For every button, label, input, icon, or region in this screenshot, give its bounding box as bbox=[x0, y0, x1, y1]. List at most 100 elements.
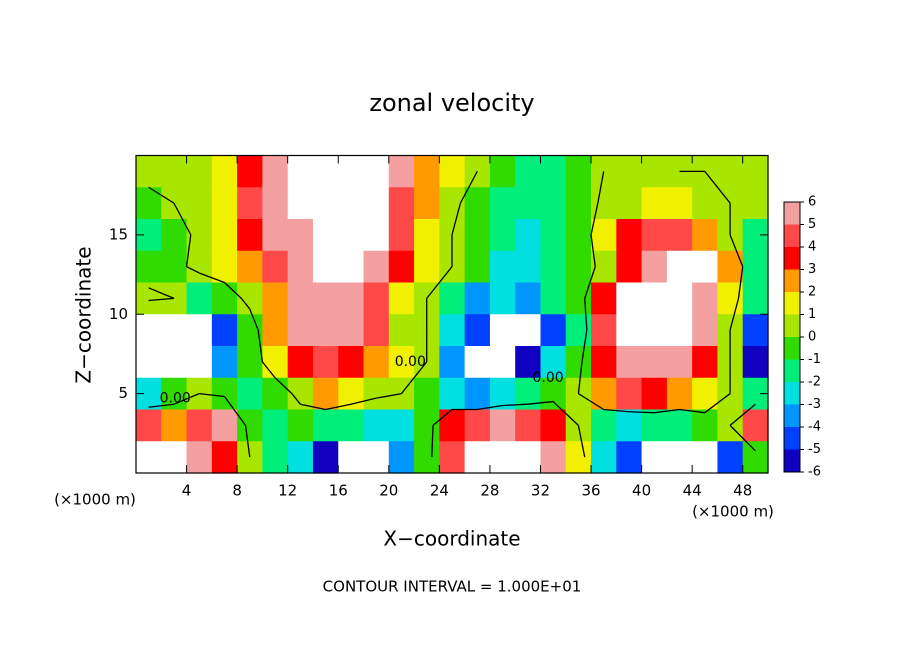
x-tick-label: 20 bbox=[379, 482, 398, 500]
field-cell bbox=[565, 282, 592, 315]
field-cell bbox=[616, 282, 643, 315]
colorbar-label: -5 bbox=[808, 442, 821, 457]
field-cell bbox=[439, 441, 466, 474]
field bbox=[136, 155, 769, 474]
zero-contour bbox=[584, 298, 588, 331]
zero-contour bbox=[249, 308, 259, 331]
field-cell bbox=[211, 346, 238, 379]
field-cell bbox=[641, 187, 668, 220]
field-cell bbox=[515, 346, 542, 379]
field-cell bbox=[692, 441, 719, 474]
field-cell bbox=[237, 187, 263, 220]
zero-contour bbox=[431, 425, 434, 458]
x-tick-label: 24 bbox=[430, 482, 449, 500]
zero-contour bbox=[148, 297, 174, 302]
field-cell bbox=[742, 282, 769, 315]
zero-contour bbox=[451, 202, 462, 236]
zero-contour bbox=[325, 403, 352, 411]
zero-contour bbox=[257, 330, 264, 362]
field-cell bbox=[161, 441, 188, 474]
field-cell bbox=[540, 409, 567, 442]
x-tick-label: 36 bbox=[581, 482, 600, 500]
field-cell bbox=[515, 219, 542, 252]
zero-contour bbox=[198, 272, 225, 284]
field-cell bbox=[338, 155, 365, 188]
field-cell bbox=[692, 346, 719, 379]
field-cell bbox=[287, 441, 314, 474]
colorbar-label: 6 bbox=[808, 195, 816, 210]
field-cell bbox=[464, 187, 491, 220]
field-cell bbox=[312, 187, 339, 220]
field-cell bbox=[414, 187, 440, 220]
field-cell bbox=[565, 187, 592, 220]
zero-contour bbox=[199, 392, 225, 398]
field-cell bbox=[742, 441, 769, 474]
field-cell bbox=[666, 377, 693, 411]
field-cell bbox=[186, 282, 213, 315]
field-cell bbox=[262, 282, 289, 315]
zero-contour bbox=[173, 393, 200, 405]
zero-contour bbox=[704, 170, 731, 204]
field-cell bbox=[388, 441, 415, 474]
zero-contour bbox=[350, 397, 377, 405]
zero-contour bbox=[590, 202, 599, 236]
field-cell bbox=[540, 250, 567, 284]
field-cell bbox=[666, 441, 693, 474]
field-cell bbox=[211, 314, 238, 347]
field-cell bbox=[363, 219, 390, 252]
field-cell bbox=[312, 346, 339, 379]
field-cell bbox=[388, 346, 415, 379]
x-unit-label: (×1000 m) bbox=[54, 491, 136, 509]
field-cell bbox=[439, 187, 466, 220]
field-cell bbox=[414, 409, 440, 442]
field-cell bbox=[742, 314, 769, 347]
zero-contour bbox=[244, 425, 251, 458]
field-cell bbox=[237, 377, 263, 411]
zero-contour bbox=[597, 171, 605, 204]
x-tick-label: 48 bbox=[733, 482, 752, 500]
colorbar-swatch bbox=[784, 224, 800, 247]
contour-label: 0.00 bbox=[160, 390, 191, 406]
zero-contour bbox=[603, 408, 630, 413]
field-cell bbox=[489, 441, 516, 474]
zero-contour bbox=[679, 408, 705, 414]
colorbar-swatch bbox=[784, 449, 800, 472]
field-cell bbox=[237, 346, 263, 379]
colorbar-label: 5 bbox=[808, 217, 816, 232]
field-cell bbox=[414, 155, 440, 188]
field-cell bbox=[515, 314, 542, 347]
colorbar-swatch bbox=[784, 202, 800, 225]
field-cell bbox=[464, 250, 491, 284]
zero-contour bbox=[173, 202, 192, 236]
field-cell bbox=[616, 219, 643, 252]
field-cell bbox=[312, 250, 339, 284]
field-cell bbox=[312, 219, 339, 252]
field-cell bbox=[136, 187, 162, 220]
field-cell bbox=[591, 441, 617, 474]
field-cell bbox=[136, 250, 162, 284]
colorbar-label: 0 bbox=[808, 330, 816, 345]
footer: CONTOUR INTERVAL = 1.000E+01 bbox=[323, 578, 582, 596]
zero-contour bbox=[148, 186, 175, 204]
field-cell bbox=[287, 346, 314, 379]
colorbar-swatch bbox=[784, 337, 800, 360]
zero-contour bbox=[148, 287, 175, 299]
field-cell bbox=[363, 441, 390, 474]
zero-contour bbox=[704, 393, 731, 414]
field-cell bbox=[464, 377, 491, 411]
colorbar-label: -3 bbox=[808, 397, 821, 412]
field-cell bbox=[237, 441, 263, 474]
zero-contour bbox=[426, 266, 453, 299]
field-cell bbox=[237, 250, 263, 284]
field-cell bbox=[161, 250, 188, 284]
field-cell bbox=[540, 155, 567, 188]
field-cell bbox=[641, 155, 668, 188]
x-axis-label: X−coordinate bbox=[383, 527, 520, 551]
field-cell bbox=[742, 155, 769, 188]
field-cell bbox=[338, 187, 365, 220]
field-cell bbox=[464, 314, 491, 347]
field-cell bbox=[363, 314, 390, 347]
field-cell bbox=[338, 377, 365, 411]
field-cell bbox=[666, 219, 693, 252]
